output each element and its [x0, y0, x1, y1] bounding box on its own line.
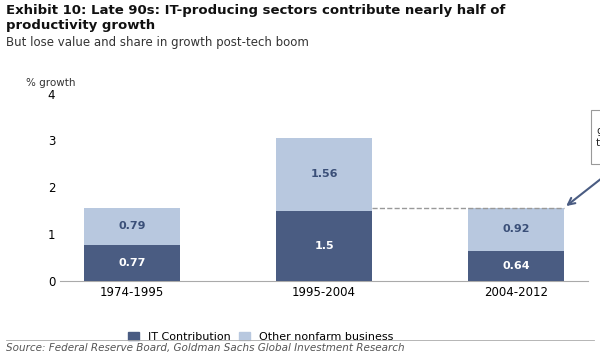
- Text: Source: Federal Reserve Board, Goldman Sachs Global Investment Research: Source: Federal Reserve Board, Goldman S…: [6, 343, 404, 353]
- Bar: [468, 208, 564, 251]
- Text: 1.5: 1.5: [314, 241, 334, 251]
- Legend: IT Contribution, Other nonfarm business: IT Contribution, Other nonfarm business: [123, 328, 398, 347]
- Text: % growth: % growth: [26, 78, 76, 88]
- Text: Exhibit 10: Late 90s: IT-producing sectors contribute nearly half of productivit: Exhibit 10: Late 90s: IT-producing secto…: [6, 4, 505, 32]
- Bar: [276, 211, 372, 281]
- Text: 0.79: 0.79: [118, 221, 146, 231]
- Bar: [84, 245, 180, 281]
- Text: 1.56% total average
growth virtually equal
to 1995-2004 average
IT contribution: 1.56% total average growth virtually equ…: [568, 114, 600, 204]
- Bar: [276, 138, 372, 211]
- Bar: [468, 251, 564, 281]
- Text: 0.77: 0.77: [118, 258, 146, 268]
- Text: But lose value and share in growth post-tech boom: But lose value and share in growth post-…: [6, 36, 309, 49]
- Text: 0.64: 0.64: [502, 261, 530, 271]
- Bar: [84, 208, 180, 245]
- Text: 0.92: 0.92: [502, 224, 530, 234]
- Text: 1.56: 1.56: [310, 169, 338, 179]
